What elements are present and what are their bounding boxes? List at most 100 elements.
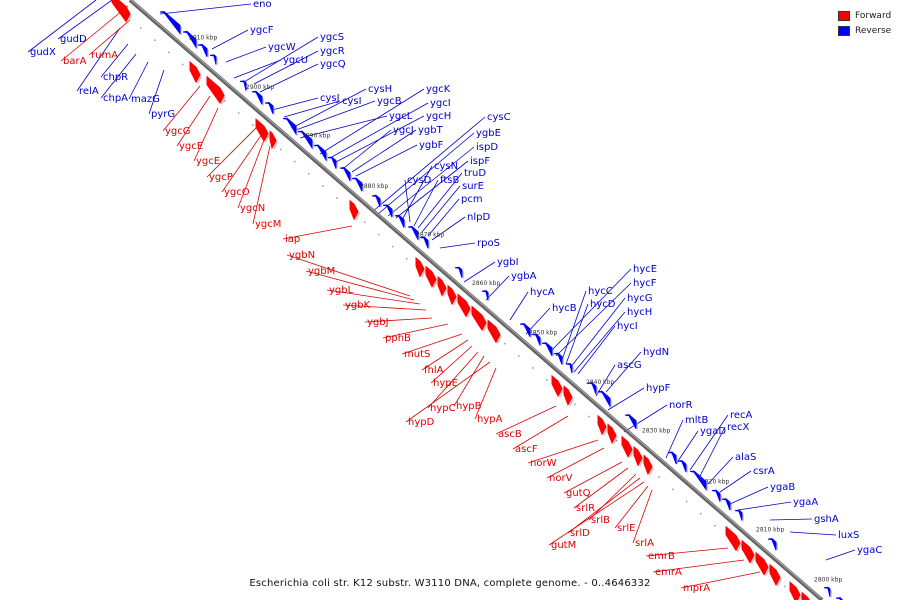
label-connector: [569, 297, 626, 369]
forward-gene-arrow: [269, 130, 278, 151]
gene-label: ygbN: [289, 250, 315, 261]
gene-label: ygcE: [179, 141, 203, 152]
reverse-gene-arrow: [481, 290, 490, 303]
gene-label: iap: [285, 234, 300, 245]
label-connector: [565, 303, 589, 365]
gene-label: alaS: [735, 452, 756, 463]
forward-gene-arrow: [607, 423, 618, 445]
gene-label: relA: [79, 86, 99, 97]
label-connector: [623, 404, 668, 433]
legend-forward: Forward: [838, 8, 891, 23]
label-connector: [729, 486, 769, 505]
gene-label: cysC: [487, 112, 511, 123]
track-dot: [518, 355, 520, 357]
reverse-gene-arrow: [351, 177, 364, 194]
gene-label: hypB: [456, 401, 482, 412]
gene-label: gshA: [814, 514, 839, 525]
track-dot: [700, 512, 702, 515]
strand-legend: Forward Reverse: [838, 8, 891, 38]
label-connector: [295, 100, 376, 131]
forward-gene-arrow: [447, 284, 458, 307]
label-connector: [551, 268, 632, 351]
label-connector: [343, 129, 392, 169]
label-connector: [573, 467, 629, 509]
label-connector: [421, 339, 469, 371]
gene-label: eno: [253, 0, 272, 10]
reverse-gene-arrow: [371, 194, 382, 209]
gene-label: ygcE: [196, 156, 220, 167]
label-connector: [387, 146, 475, 217]
forward-gene-arrow: [255, 118, 270, 144]
gene-label: emrA: [655, 567, 682, 578]
label-connector: [555, 282, 632, 357]
forward-gene-arrow: [415, 256, 426, 279]
gene-label: ygaD: [700, 426, 726, 437]
reverse-gene-arrow: [419, 236, 430, 251]
track-dot: [616, 440, 618, 442]
track-dot: [238, 112, 240, 114]
label-connector: [512, 415, 569, 450]
gene-label: ygcU: [283, 55, 308, 66]
genome-caption: Escherichia coli str. K12 substr. W3110 …: [249, 578, 651, 589]
tick-label: 2900 kbp: [246, 84, 274, 91]
gene-label: hycB: [552, 303, 577, 314]
label-connector: [595, 364, 616, 397]
gene-label: chpR: [103, 72, 128, 83]
reverse-gene-arrow: [597, 390, 612, 409]
gene-label: hydN: [643, 347, 669, 358]
gene-label: ygcO: [224, 187, 250, 198]
gene-label: ygcG: [165, 126, 191, 137]
gene-label: luxS: [838, 530, 859, 541]
tick-label: 2850 kbp: [529, 329, 557, 336]
reverse-gene-arrow: [407, 226, 420, 242]
track-dot: [294, 160, 296, 163]
tick-label: 2810 kbp: [756, 526, 784, 533]
forward-gene-arrow: [725, 525, 742, 553]
label-connector: [282, 225, 353, 240]
label-connector: [527, 439, 599, 464]
tick-label: 2890 kbp: [302, 133, 330, 140]
gene-label: gutM: [551, 540, 576, 551]
gene-label: srlR: [576, 503, 595, 514]
track-dot: [308, 173, 310, 175]
label-connector: [243, 36, 319, 83]
label-connector: [421, 185, 461, 233]
forward-gene-arrow: [349, 199, 360, 222]
label-connector: [76, 27, 121, 92]
gene-label: norR: [669, 400, 693, 411]
tick-label: 2800 kbp: [814, 577, 842, 584]
gene-label: hycH: [627, 307, 652, 318]
gene-label: hycA: [530, 287, 555, 298]
label-connector: [675, 430, 699, 465]
forward-gene-arrow: [437, 275, 448, 298]
legend-forward-swatch: [838, 10, 850, 21]
reverse-gene-arrow: [282, 117, 298, 136]
forward-gene-arrow: [563, 385, 574, 407]
reverse-gene-arrow: [264, 102, 275, 116]
label-connectors: [27, 0, 856, 589]
label-connector: [221, 133, 263, 193]
gene-label: ygcS: [320, 32, 344, 43]
reverse-gene-arrow: [209, 54, 218, 67]
gene-label: hycC: [588, 286, 613, 297]
label-connector: [495, 405, 557, 435]
gene-label: srlE: [617, 523, 635, 534]
gene-label: ygcM: [255, 219, 281, 230]
track-dot: [714, 525, 716, 527]
gene-arrows: [111, 0, 843, 600]
reverse-gene-arrow: [711, 489, 722, 504]
forward-gene-arrow: [755, 551, 770, 577]
track-dot: [574, 403, 576, 406]
gene-label: srlA: [635, 538, 654, 549]
track-dot: [364, 221, 366, 224]
label-connector: [665, 419, 684, 459]
reverse-gene-arrow: [197, 43, 209, 59]
gene-label: ygcN: [240, 203, 265, 214]
track-dot: [252, 124, 254, 126]
label-connector: [211, 29, 249, 50]
gene-label: hycE: [633, 264, 657, 275]
label-connector: [305, 270, 415, 301]
gene-label: ygcK: [426, 84, 451, 95]
label-connector: [148, 69, 165, 115]
